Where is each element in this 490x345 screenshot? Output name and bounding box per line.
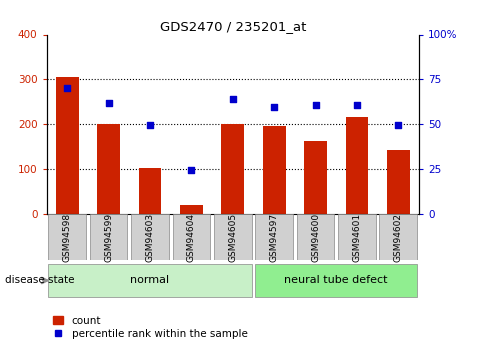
Point xyxy=(394,122,402,128)
Point xyxy=(105,100,113,106)
Bar xyxy=(379,214,417,260)
Bar xyxy=(49,264,251,297)
Bar xyxy=(296,214,334,260)
Bar xyxy=(338,214,376,260)
Text: GSM94601: GSM94601 xyxy=(352,213,362,262)
Bar xyxy=(304,141,327,214)
Point xyxy=(270,105,278,110)
Bar xyxy=(49,214,86,260)
Bar xyxy=(263,126,286,214)
Text: normal: normal xyxy=(130,275,170,285)
Point xyxy=(188,167,196,173)
Text: GSM94600: GSM94600 xyxy=(311,213,320,262)
Legend: count, percentile rank within the sample: count, percentile rank within the sample xyxy=(52,315,248,340)
Bar xyxy=(131,214,169,260)
Text: GSM94602: GSM94602 xyxy=(394,213,403,262)
Point xyxy=(63,86,71,91)
Bar xyxy=(172,214,210,260)
Text: GSM94598: GSM94598 xyxy=(63,213,72,262)
Bar xyxy=(180,205,203,214)
Bar xyxy=(214,214,251,260)
Title: GDS2470 / 235201_at: GDS2470 / 235201_at xyxy=(160,20,306,33)
Text: disease state: disease state xyxy=(5,276,74,285)
Bar xyxy=(139,168,161,214)
Point xyxy=(312,102,319,108)
Point xyxy=(229,96,237,101)
Text: neural tube defect: neural tube defect xyxy=(284,275,388,285)
Bar xyxy=(345,117,368,214)
Text: GSM94604: GSM94604 xyxy=(187,213,196,262)
Point xyxy=(146,122,154,128)
Text: GSM94605: GSM94605 xyxy=(228,213,237,262)
Point xyxy=(353,102,361,108)
Bar xyxy=(56,77,78,214)
Text: GSM94599: GSM94599 xyxy=(104,213,113,262)
Bar xyxy=(255,214,293,260)
Bar xyxy=(90,214,127,260)
Text: GSM94597: GSM94597 xyxy=(270,213,279,262)
Bar xyxy=(387,150,410,214)
Bar xyxy=(221,124,244,214)
Bar xyxy=(97,124,120,214)
Bar xyxy=(255,264,417,297)
Text: GSM94603: GSM94603 xyxy=(146,213,154,262)
